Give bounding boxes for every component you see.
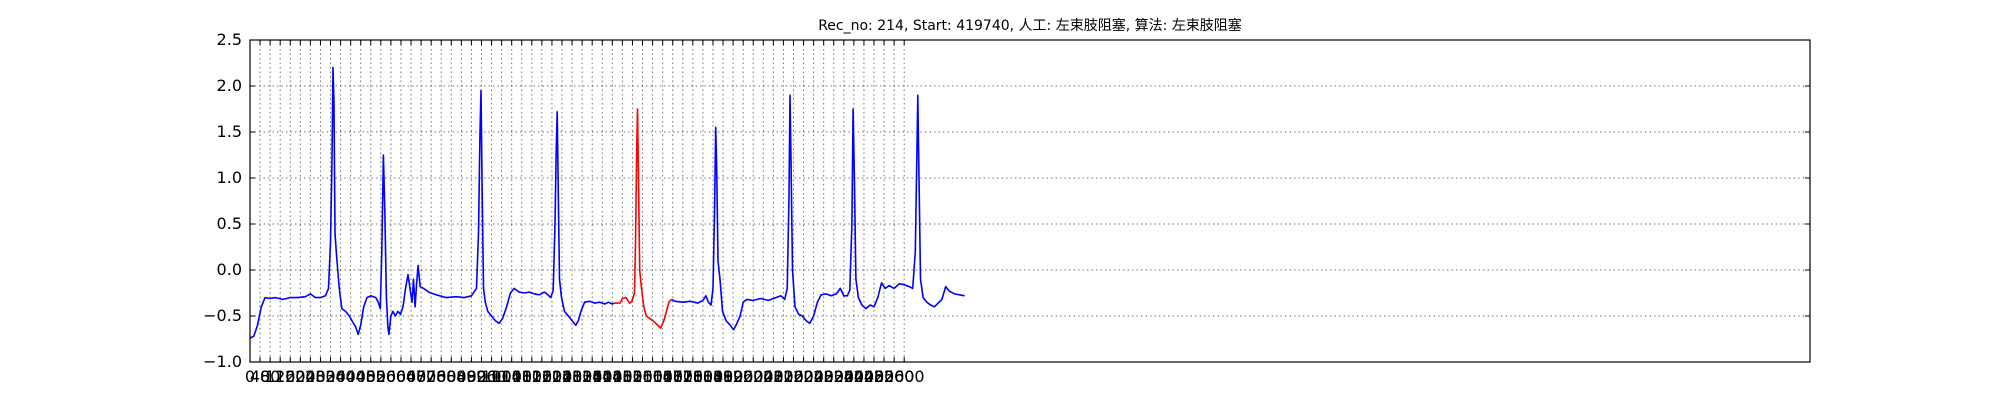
plot-frame [249, 39, 1811, 363]
x-tick-label: 480 [356, 367, 387, 386]
x-tick-label: 0 [245, 367, 255, 386]
x-tick-label: 920 [466, 367, 497, 386]
x-tick-label: 320 [315, 367, 346, 386]
grid-layer [249, 39, 1810, 363]
x-tick-label: 840 [446, 367, 477, 386]
x-tick-label: 40 [250, 367, 270, 386]
x-tick-label: 600 [386, 367, 417, 386]
x-tick-label: 2440 [844, 367, 885, 386]
x-tick-label: 1520 [612, 367, 653, 386]
x-tick-label: 1960 [723, 367, 764, 386]
ecg-series-line-2 [671, 94, 965, 331]
x-tick-label: 2480 [854, 367, 895, 386]
x-tick-label: 880 [456, 367, 487, 386]
x-tick-label: 2360 [823, 367, 864, 386]
y-tick-label: 1.5 [217, 122, 242, 141]
y-tick-label: 2.0 [217, 76, 242, 95]
x-tick-label: 2560 [874, 367, 915, 386]
x-tick-label: 1720 [662, 367, 703, 386]
highlighted-beat-line [614, 108, 673, 329]
x-tick-label: 120 [265, 367, 296, 386]
x-tick-label: 520 [366, 367, 397, 386]
x-tick-label: 2280 [803, 367, 844, 386]
x-tick-label: 2000 [733, 367, 774, 386]
x-tick-label: 2040 [743, 367, 784, 386]
y-tick-label: 0.0 [217, 260, 242, 279]
x-tick-label: 1600 [632, 367, 673, 386]
x-tick-label: 560 [376, 367, 407, 386]
x-tick-label: 1840 [693, 367, 734, 386]
x-tick-label: 1040 [491, 367, 532, 386]
x-tick-label: 80 [260, 367, 280, 386]
x-tick-label: 2240 [793, 367, 834, 386]
x-tick-label: 160 [275, 367, 306, 386]
x-tick-label: 1000 [481, 367, 522, 386]
x-tick-label: 640 [396, 367, 427, 386]
ecg-series-line-0 [249, 66, 616, 339]
y-tick-label: −0.5 [203, 306, 242, 325]
x-tick-label: 2160 [773, 367, 814, 386]
x-tick-label: 2200 [783, 367, 824, 386]
x-tick-label: 360 [325, 367, 356, 386]
x-tick-label: 2400 [834, 367, 875, 386]
x-tick-label: 1880 [703, 367, 744, 386]
x-tick-label: 720 [416, 367, 447, 386]
x-tick-label: 280 [305, 367, 336, 386]
x-tick-label: 1760 [672, 367, 713, 386]
x-tick-label: 400 [335, 367, 366, 386]
x-tick-label: 1440 [592, 367, 633, 386]
x-tick-label: 1640 [642, 367, 683, 386]
y-tick-label: 1.0 [217, 168, 242, 187]
x-tick-label: 1920 [713, 367, 754, 386]
y-tick-label: −1.0 [203, 352, 242, 371]
x-tick-label: 1480 [602, 367, 643, 386]
x-tick-label: 1320 [562, 367, 603, 386]
x-tick-label: 960 [476, 367, 507, 386]
x-tick-label: 240 [295, 367, 326, 386]
x-tick-label: 1280 [552, 367, 593, 386]
x-tick-label: 2520 [864, 367, 905, 386]
y-axis-ticks: −1.0 −0.5 0.0 0.5 1.0 1.5 2.0 2.5 [203, 30, 1810, 371]
series-layer [249, 66, 965, 339]
y-tick-label: 2.5 [217, 30, 242, 49]
chart-title: Rec_no: 214, Start: 419740, 人工: 左束肢阻塞, 算… [818, 17, 1242, 34]
x-tick-label: 680 [406, 367, 437, 386]
x-tick-label: 2120 [763, 367, 804, 386]
x-tick-label: 440 [345, 367, 376, 386]
x-tick-label: 1560 [622, 367, 663, 386]
x-tick-label: 1800 [683, 367, 724, 386]
x-tick-label: 2320 [813, 367, 854, 386]
x-tick-label: 1200 [532, 367, 573, 386]
x-tick-label: 1400 [582, 367, 623, 386]
x-tick-label: 2600 [884, 367, 925, 386]
x-tick-label: 1240 [542, 367, 583, 386]
x-axis-ticks: 0408012016020024028032036040044048052056… [245, 40, 925, 386]
x-tick-label: 760 [426, 367, 457, 386]
x-tick-label: 200 [285, 367, 316, 386]
y-tick-label: 0.5 [217, 214, 242, 233]
x-tick-label: 1160 [522, 367, 563, 386]
x-tick-label: 1080 [501, 367, 542, 386]
x-tick-label: 800 [436, 367, 467, 386]
x-tick-label: 1360 [572, 367, 613, 386]
x-tick-label: 2080 [753, 367, 794, 386]
x-tick-label: 1680 [652, 367, 693, 386]
x-tick-label: 1120 [511, 367, 552, 386]
